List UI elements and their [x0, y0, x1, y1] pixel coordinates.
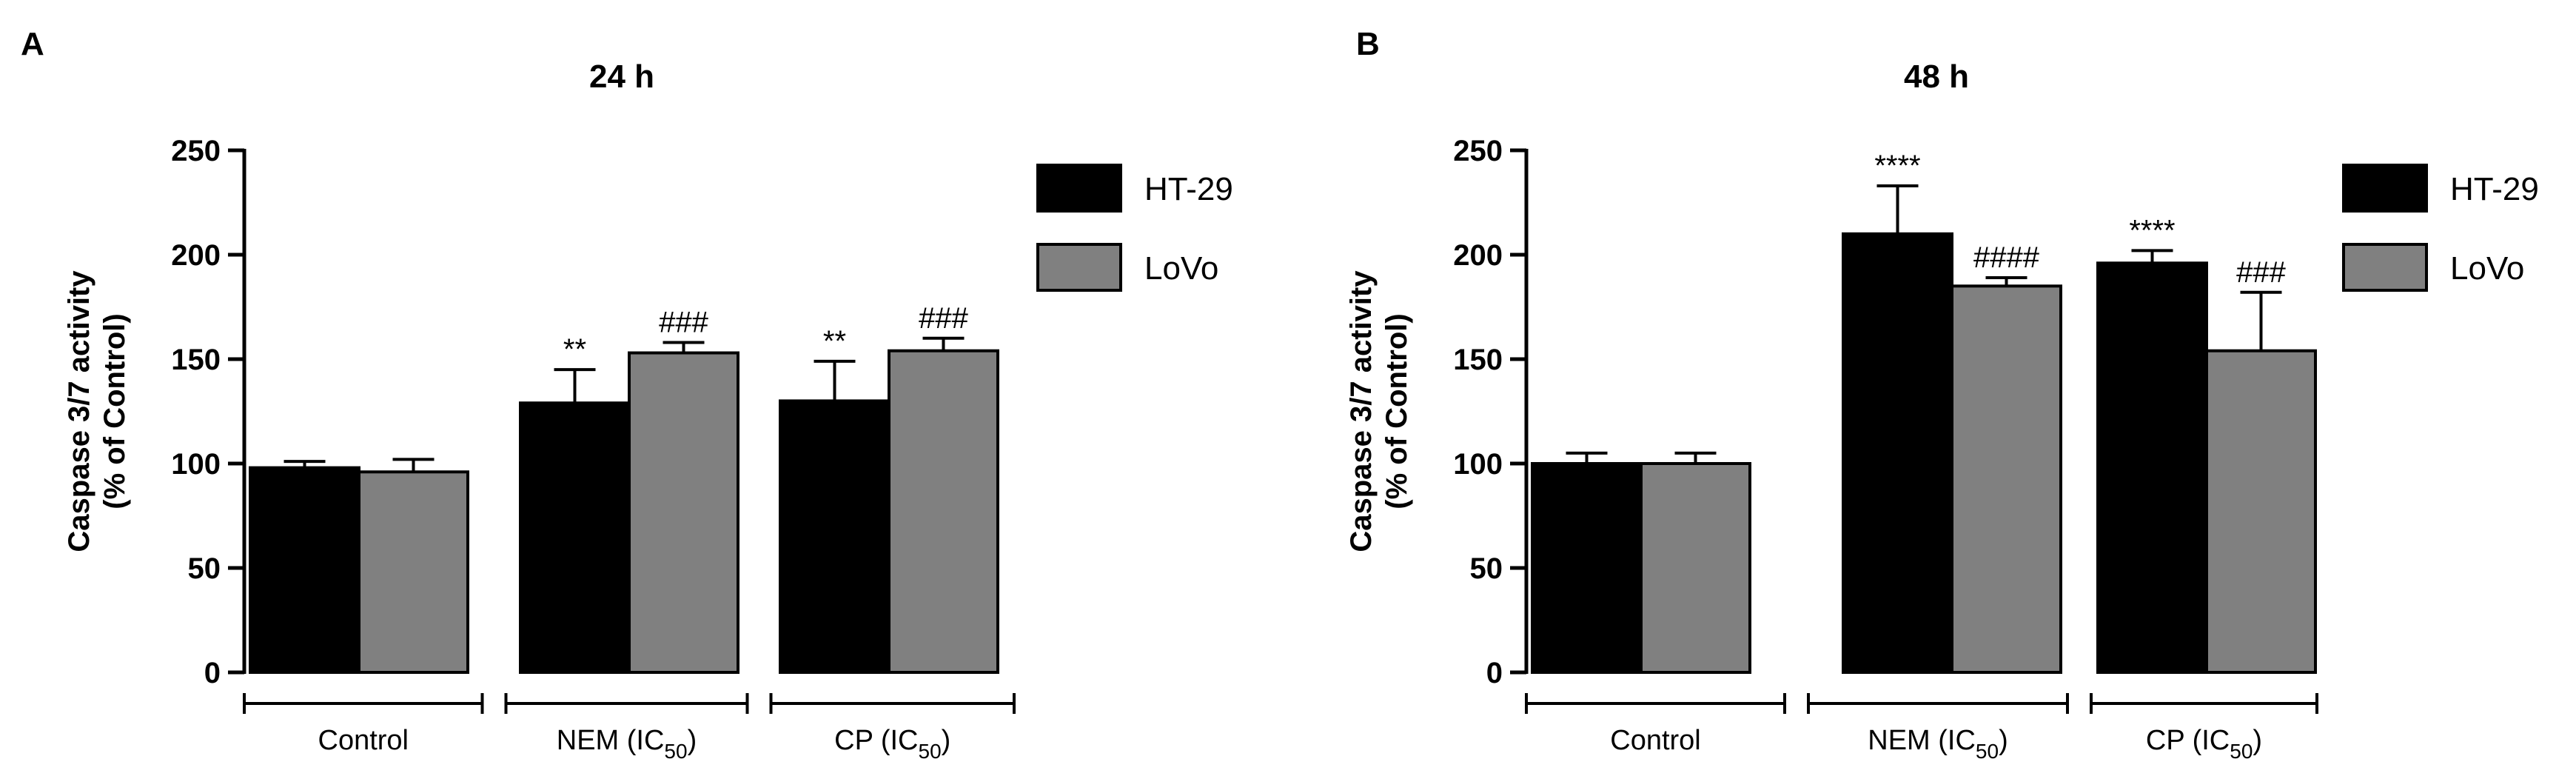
- category-label-subscript: 50: [1976, 740, 1999, 763]
- y-tick-label: 150: [171, 344, 221, 376]
- y-axis-label-line2: (% of Control): [1381, 313, 1413, 509]
- category-label: CP (IC50): [2146, 725, 2262, 763]
- y-tick-label: 100: [171, 448, 221, 481]
- legend-swatch: [1036, 243, 1122, 292]
- legend-label: HT-29: [1144, 171, 1233, 207]
- bar: [519, 401, 631, 674]
- category-label: CP (IC50): [834, 725, 950, 763]
- category-label-subscript: 50: [2230, 740, 2253, 763]
- bar: [2205, 349, 2317, 674]
- bar: [888, 349, 999, 674]
- legend-swatch: [2342, 243, 2428, 292]
- panel-letter: A: [21, 26, 44, 62]
- bar: [1640, 462, 1751, 674]
- y-axis-label-line1: Caspase 3/7 activity: [1345, 270, 1378, 552]
- category-label-tail: ): [942, 725, 951, 756]
- legend-label: HT-29: [2450, 171, 2539, 207]
- category-label-tail: ): [2253, 725, 2262, 756]
- significance-annotation: **: [563, 333, 586, 366]
- category-label-subscript: 50: [919, 740, 942, 763]
- category-label-main: CP (IC: [2146, 725, 2230, 756]
- y-tick-label: 50: [188, 552, 221, 585]
- significance-annotation: ###: [919, 302, 968, 335]
- bar: [1531, 462, 1643, 674]
- y-tick-label: 250: [1453, 135, 1503, 167]
- category-label-tail: ): [688, 725, 697, 756]
- bar: [358, 470, 469, 675]
- y-tick-label: 150: [1453, 344, 1503, 376]
- category-label-tail: ): [1999, 725, 2008, 756]
- bar: [628, 351, 739, 674]
- legend-swatch: [1036, 164, 1122, 213]
- category-label-main: Control: [318, 725, 409, 756]
- y-tick-label: 100: [1453, 448, 1503, 481]
- legend-label: LoVo: [1144, 250, 1218, 287]
- legend-swatch: [2342, 164, 2428, 213]
- significance-annotation: ****: [1874, 150, 1920, 182]
- legend-label: LoVo: [2450, 250, 2524, 287]
- panel-b: B 48 h Caspase 3/7 activity (% of Control) *…: [1345, 26, 2539, 763]
- bar: [249, 466, 360, 674]
- y-tick-label: 250: [171, 135, 221, 167]
- y-tick-label: 200: [1453, 239, 1503, 272]
- y-axis-label-line2: (% of Control): [98, 313, 131, 509]
- bar: [1951, 284, 2062, 674]
- y-tick-label: 0: [1486, 657, 1503, 689]
- category-label: Control: [318, 725, 409, 756]
- bar: [2096, 261, 2208, 674]
- category-label: NEM (IC50): [1868, 725, 2008, 763]
- chart-title: 24 h: [589, 58, 654, 95]
- bar: [779, 399, 890, 675]
- y-tick-label: 50: [1470, 552, 1503, 585]
- category-label-main: NEM (IC: [557, 725, 665, 756]
- panel-letter: B: [1356, 26, 1380, 62]
- panel-a: A 24 h Caspase 3/7 activity (% of Control) *…: [21, 26, 1233, 763]
- category-label-main: CP (IC: [834, 725, 918, 756]
- significance-annotation: ****: [2129, 214, 2175, 247]
- category-label-subscript: 50: [664, 740, 687, 763]
- bar: [1842, 232, 1953, 674]
- significance-annotation: ####: [1973, 241, 2040, 274]
- category-label-main: NEM (IC: [1868, 725, 1976, 756]
- chart-title: 48 h: [1904, 58, 1969, 95]
- significance-annotation: ###: [659, 306, 708, 338]
- category-label-main: Control: [1610, 725, 1701, 756]
- significance-annotation: **: [823, 325, 846, 358]
- category-label: NEM (IC50): [557, 725, 697, 763]
- y-axis-label-line1: Caspase 3/7 activity: [63, 270, 95, 552]
- y-tick-label: 200: [171, 239, 221, 272]
- y-tick-label: 0: [204, 657, 221, 689]
- significance-annotation: ###: [2236, 256, 2286, 289]
- category-label: Control: [1610, 725, 1701, 756]
